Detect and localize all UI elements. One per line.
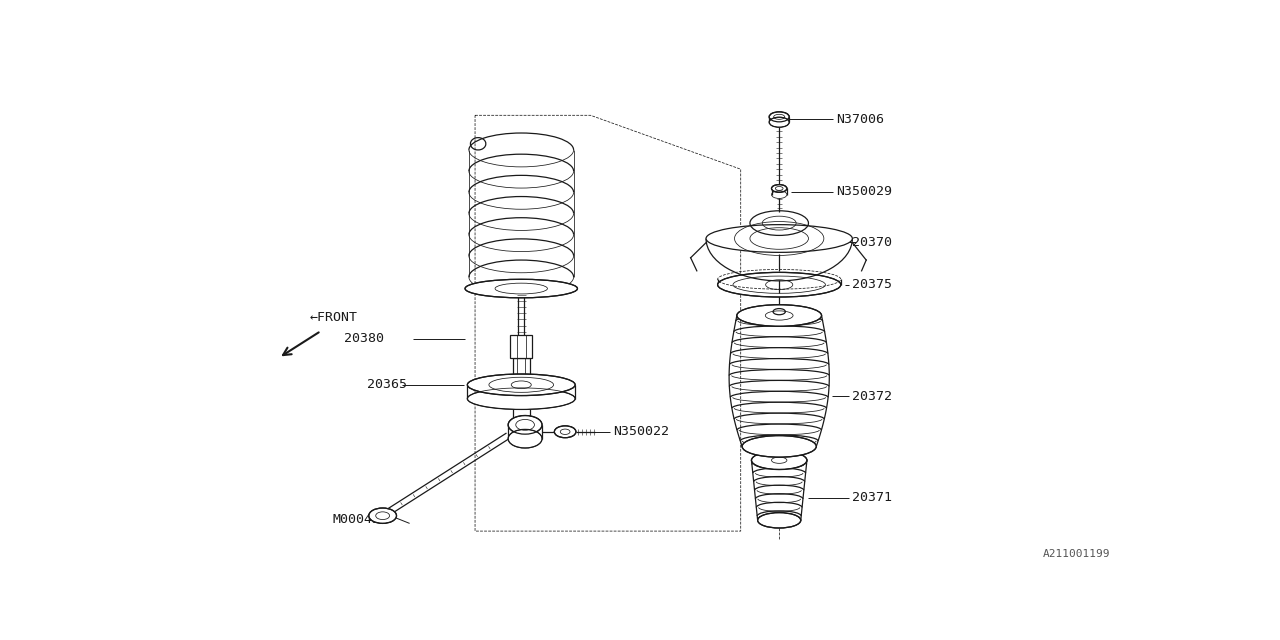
- FancyBboxPatch shape: [513, 358, 530, 408]
- Ellipse shape: [772, 184, 787, 192]
- Text: 20380: 20380: [344, 332, 384, 345]
- Text: N350029: N350029: [836, 185, 892, 198]
- Text: 20365: 20365: [367, 378, 407, 391]
- FancyBboxPatch shape: [511, 335, 532, 358]
- Text: 20375: 20375: [851, 278, 892, 291]
- Ellipse shape: [465, 279, 577, 298]
- Ellipse shape: [769, 112, 790, 122]
- Ellipse shape: [737, 305, 822, 326]
- Text: 20372: 20372: [851, 390, 892, 403]
- FancyBboxPatch shape: [518, 292, 525, 339]
- Text: A211001199: A211001199: [1043, 549, 1110, 559]
- Text: 20370: 20370: [851, 236, 892, 249]
- Ellipse shape: [769, 117, 790, 127]
- Ellipse shape: [554, 426, 576, 438]
- Ellipse shape: [707, 225, 852, 252]
- Ellipse shape: [751, 451, 806, 470]
- Ellipse shape: [508, 429, 541, 448]
- Text: M000435: M000435: [333, 513, 389, 526]
- Text: N37006: N37006: [836, 113, 884, 125]
- Text: N350022: N350022: [613, 425, 669, 438]
- Ellipse shape: [742, 436, 817, 457]
- Ellipse shape: [369, 508, 397, 524]
- Ellipse shape: [718, 273, 841, 297]
- Ellipse shape: [508, 415, 541, 434]
- Text: 20371: 20371: [851, 492, 892, 504]
- Ellipse shape: [467, 388, 575, 410]
- Ellipse shape: [467, 374, 575, 396]
- Text: ←FRONT: ←FRONT: [310, 310, 357, 324]
- Ellipse shape: [758, 513, 801, 528]
